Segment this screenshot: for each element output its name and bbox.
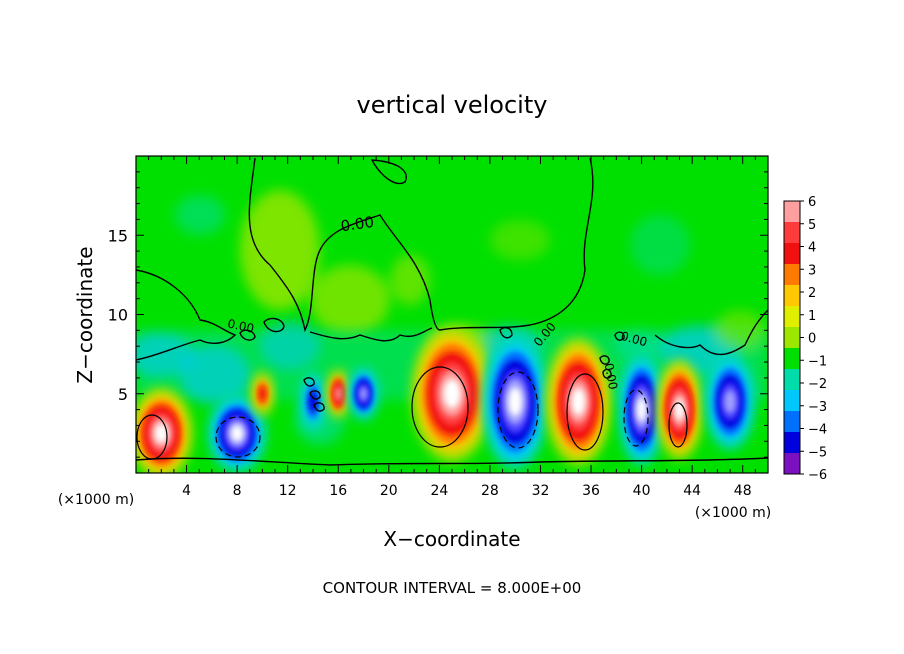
colorbar-label: 1 <box>808 309 816 324</box>
velocity-cell <box>619 353 664 466</box>
contour-island-2 <box>263 317 285 333</box>
contour-island-10 <box>313 402 325 412</box>
colorbar-swatch <box>784 453 800 475</box>
colorbar-label: 2 <box>808 286 816 301</box>
velocity-cell <box>412 325 492 462</box>
contour-island-3 <box>239 329 256 341</box>
contour-label-2: 0.00 <box>226 316 255 335</box>
velocity-cell <box>657 359 702 460</box>
contour-island-8 <box>303 377 315 387</box>
x-tick-label: 36 <box>582 483 600 499</box>
velocity-cell <box>483 333 548 470</box>
x-unit-right: (×1000 m) <box>695 505 771 521</box>
x-tick-label: 20 <box>380 483 398 499</box>
colorbar-swatch <box>784 432 800 454</box>
velocity-cell <box>349 367 378 420</box>
colorbar-label: −4 <box>808 423 827 438</box>
contour-island-9 <box>309 390 321 400</box>
colorbar: 6 5 4 3 2 1 0 −1 −2 −3 −4 −5 −6 <box>783 195 827 483</box>
colorbar-swatch <box>784 390 800 412</box>
colorbar-label: 5 <box>808 218 816 233</box>
colorbar-label: 0 <box>808 332 816 347</box>
velocity-cell <box>706 353 755 450</box>
contour-label-5: 0.00 <box>602 362 620 391</box>
velocity-cell <box>136 388 192 473</box>
contour-island-4 <box>599 355 610 365</box>
contour-label-4: 0.00 <box>619 329 648 349</box>
x-axis-label: X−coordinate <box>383 527 520 551</box>
colorbar-label: −3 <box>808 400 827 415</box>
contour-interval-footer: CONTOUR INTERVAL = 8.000E+00 <box>323 579 582 597</box>
contour-lower <box>136 457 768 466</box>
x-unit-left: (×1000 m) <box>58 492 134 508</box>
contour-island-1 <box>370 159 407 185</box>
velocity-cell <box>209 395 266 472</box>
colorbar-swatch <box>784 327 800 349</box>
x-tick-label: 48 <box>734 483 752 499</box>
colorbar-label: −2 <box>808 377 827 392</box>
velocity-field <box>136 156 768 473</box>
colorbar-swatch <box>784 222 800 244</box>
contour-island-6 <box>614 331 625 341</box>
y-axis-label: Z−coordinate <box>73 246 97 383</box>
y-tick-label: 15 <box>108 226 128 245</box>
x-tick-label: 24 <box>430 483 448 499</box>
colorbar-swatch <box>784 306 800 328</box>
colorbar-label: −5 <box>808 445 827 460</box>
contour-zero-band <box>309 327 433 342</box>
chart-title: vertical velocity <box>357 91 548 119</box>
contour-zero-left <box>136 269 237 361</box>
x-tick-label: 44 <box>683 483 701 499</box>
colorbar-label: 6 <box>808 195 816 210</box>
colorbar-swatch <box>784 201 800 223</box>
colorbar-swatch <box>784 348 800 370</box>
contour-lines <box>136 157 768 466</box>
contour-island-7 <box>499 327 513 339</box>
contour-island-5 <box>602 368 612 379</box>
x-tick-label: 16 <box>329 483 347 499</box>
colorbar-swatch <box>784 264 800 286</box>
contour-label-1: 0.00 <box>340 213 376 235</box>
x-tick-label: 28 <box>481 483 499 499</box>
colorbar-label: 4 <box>808 241 816 256</box>
colorbar-swatch <box>784 285 800 307</box>
colorbar-label: −6 <box>808 468 827 483</box>
velocity-cell <box>328 369 349 418</box>
colorbar-label: −1 <box>808 354 827 369</box>
colorbar-swatch <box>784 411 800 433</box>
colorbar-swatch <box>784 369 800 391</box>
x-tick-label: 32 <box>532 483 550 499</box>
velocity-cell <box>300 371 325 432</box>
x-tick-label: 4 <box>182 483 191 499</box>
x-tick-label: 40 <box>633 483 651 499</box>
contour-zero-right <box>654 309 768 356</box>
velocity-cell <box>546 337 611 466</box>
velocity-cell <box>252 371 273 416</box>
y-tick-label: 5 <box>118 385 128 404</box>
colorbar-label: 3 <box>808 263 816 278</box>
colorbar-swatch <box>784 243 800 265</box>
x-tick-label: 8 <box>233 483 242 499</box>
x-tick-label: 12 <box>279 483 297 499</box>
contour-zero-upper <box>248 157 594 333</box>
y-tick-label: 10 <box>108 306 128 325</box>
